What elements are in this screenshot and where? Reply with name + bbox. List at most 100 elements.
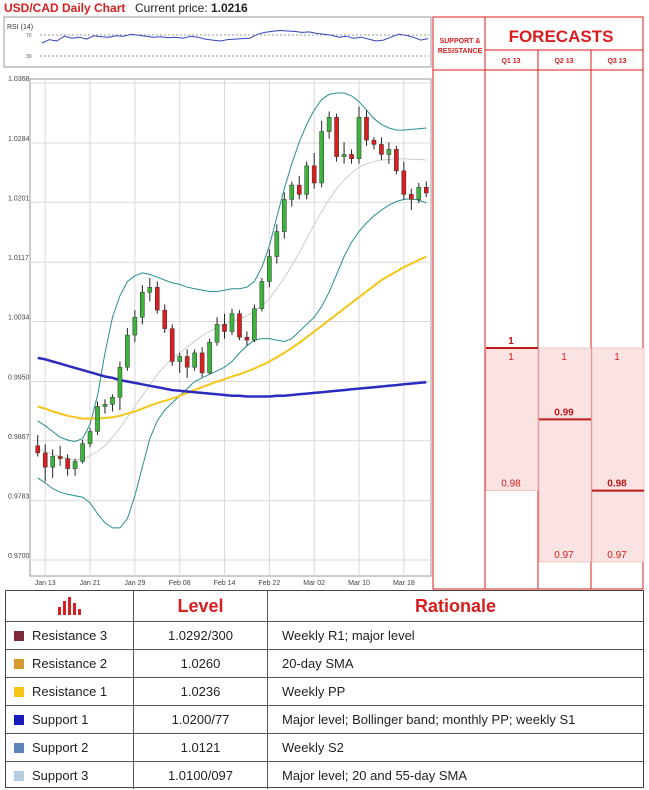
forecast-mid-label: 0.99 [554, 407, 574, 418]
candle-body [274, 231, 280, 257]
forecast-low-label: 0.97 [554, 550, 574, 561]
candle [304, 161, 310, 200]
candle-body [35, 445, 41, 454]
rsi-label: RSI (14) [7, 24, 33, 31]
y-tick-label: 1.0117 [8, 255, 29, 262]
level-name: Support 3 [32, 768, 89, 783]
candle-body [110, 396, 115, 405]
x-tick-label: Jan 21 [80, 580, 101, 587]
candle [244, 331, 250, 346]
y-tick-label: 1.0284 [8, 136, 30, 143]
x-tick-label: Feb 06 [169, 580, 191, 587]
table-row: Resistance 3 1.0292/300 Weekly R1; major l… [6, 621, 643, 649]
candle-body [296, 184, 302, 195]
level-name: Support 2 [32, 740, 89, 755]
candle-body [192, 352, 197, 368]
y-tick-label: 1.0201 [8, 195, 30, 202]
candle [72, 458, 78, 476]
sma-long-line [37, 356, 427, 398]
level-swatch [14, 770, 24, 781]
candle [409, 188, 414, 211]
candle [132, 310, 138, 343]
header-level: Level [134, 591, 268, 621]
candle-body [87, 431, 93, 444]
level-name-cell: Resistance 3 [6, 622, 134, 649]
candle [140, 285, 145, 325]
forecast-mid-label: 1 [508, 336, 514, 347]
candle-body [207, 341, 212, 374]
level-swatch [14, 658, 24, 669]
sr-label-line1: SUPPORT & [440, 38, 481, 45]
table-row: Resistance 1 1.0236 Weekly PP [6, 677, 643, 705]
candle-body [199, 352, 205, 374]
candle [416, 182, 422, 203]
level-name-cell: Support 2 [6, 734, 134, 761]
candle [401, 161, 407, 200]
candle [147, 277, 153, 302]
candle [311, 152, 317, 189]
level-value: 1.0292/300 [134, 622, 268, 649]
sma55-line [37, 255, 427, 420]
candle-body [177, 356, 183, 362]
candle [267, 249, 272, 288]
candle [229, 308, 235, 336]
candle [237, 310, 242, 341]
level-name-cell: Resistance 1 [6, 678, 134, 705]
levels-table: Level Rationale Resistance 3 1.0292/300 We… [5, 590, 644, 789]
table-row: Support 1 1.0200/77 Major level; Bollinger… [6, 705, 643, 733]
level-value: 1.0100/097 [134, 762, 268, 789]
forecast-range [485, 347, 539, 491]
candle [356, 106, 362, 164]
candle [364, 110, 369, 146]
candle [319, 120, 324, 188]
table-row: Resistance 2 1.0260 20-day SMA [6, 649, 643, 677]
x-tick-label: Jan 13 [35, 580, 56, 587]
forecast-high-label: 1 [561, 352, 567, 363]
candle [125, 327, 130, 371]
x-tick-label: Mar 10 [348, 580, 370, 587]
candle-body [289, 184, 295, 200]
candle-body [401, 170, 407, 195]
forecast-col-label: Q3 13 [607, 58, 626, 65]
candle [207, 338, 212, 375]
candle [102, 399, 108, 414]
level-value: 1.0236 [134, 678, 268, 705]
forecast-high-label: 1 [614, 352, 620, 363]
candle [192, 349, 197, 371]
candle [289, 181, 295, 207]
level-rationale: Weekly S2 [282, 740, 344, 755]
candle [274, 224, 280, 264]
candle-body [394, 149, 399, 172]
candle-body [304, 165, 310, 195]
candle [80, 440, 85, 464]
level-name-cell: Support 3 [6, 762, 134, 789]
candle-body [319, 131, 324, 184]
x-tick-label: Jan 29 [124, 580, 145, 587]
level-rationale: Weekly R1; major level [282, 628, 415, 643]
candle-body [95, 406, 100, 432]
candle [296, 175, 302, 200]
candle-body [147, 286, 153, 293]
sr-label-line2: RESISTANCE [438, 48, 483, 55]
bar-chart-icon [58, 597, 81, 615]
candle [169, 324, 175, 366]
level-swatch [14, 714, 24, 725]
candle [379, 137, 384, 161]
table-header: Level Rationale [6, 591, 643, 621]
forecast-col-label: Q2 13 [554, 58, 573, 65]
candle-body [356, 117, 362, 159]
candle [65, 454, 70, 476]
level-name: Support 1 [32, 712, 89, 727]
candle [394, 145, 399, 175]
level-swatch [14, 686, 24, 697]
candle-body [416, 187, 422, 200]
level-name-cell: Support 1 [6, 706, 134, 733]
candle [281, 192, 287, 239]
table-row: Support 3 1.0100/097 Major level; 20 and 5… [6, 761, 643, 789]
forecast-low-label: 0.98 [501, 479, 521, 490]
candle-body [184, 356, 190, 368]
candle-body [326, 117, 332, 132]
candle [57, 445, 63, 466]
rsi-level-30: 30 [26, 54, 32, 60]
candle [35, 435, 41, 457]
